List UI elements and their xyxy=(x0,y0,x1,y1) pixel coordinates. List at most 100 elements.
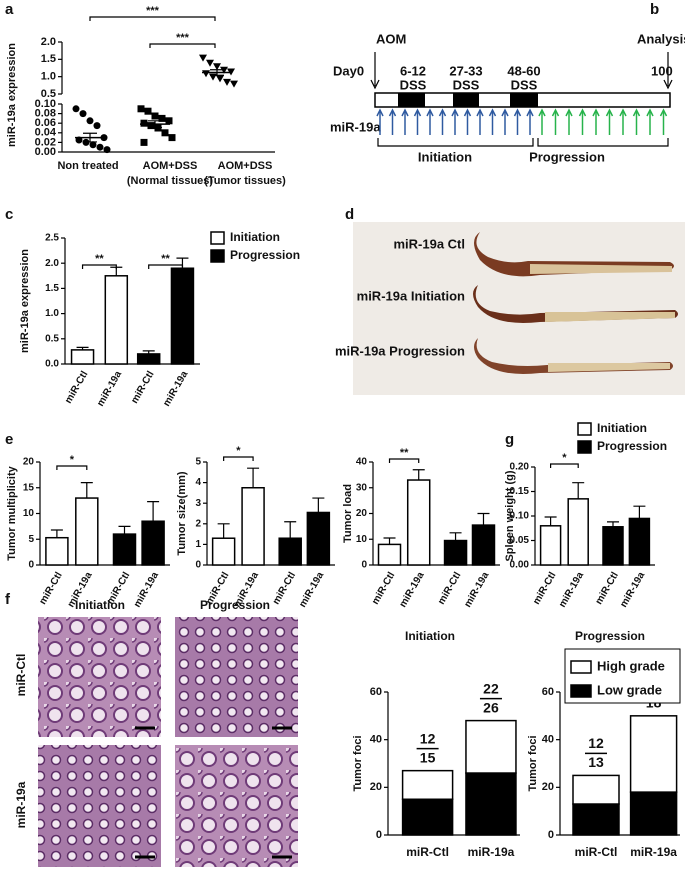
arrow-head xyxy=(513,108,522,117)
x-tick-label: miR-Ctl xyxy=(129,369,156,405)
row-label: miR-19a xyxy=(14,781,28,828)
y-axis-label: Tumor foci xyxy=(352,735,364,791)
x-tick-label: AOM+DSS xyxy=(218,160,273,172)
bar xyxy=(278,537,302,566)
data-point xyxy=(147,122,155,130)
day0-label: Day0 xyxy=(333,63,364,78)
arrow-head xyxy=(488,108,497,117)
significance-label: *** xyxy=(176,32,190,44)
bar xyxy=(567,498,589,566)
mirna-label: miR-19a xyxy=(330,119,381,134)
chart-title: Initiation xyxy=(405,629,455,643)
error-bar xyxy=(572,482,585,499)
legend-swatch xyxy=(570,660,592,674)
bar xyxy=(136,353,161,365)
data-point xyxy=(72,105,80,113)
y-tick-label: 60 xyxy=(370,686,382,698)
bar xyxy=(112,533,137,566)
panel-letter: b xyxy=(650,1,659,18)
dss-label: DSS xyxy=(511,77,538,92)
y-tick-label: 3 xyxy=(195,498,201,509)
panel-letter: f xyxy=(5,591,11,608)
arrow-head xyxy=(463,108,472,117)
bar xyxy=(75,497,99,566)
bracket xyxy=(537,138,669,147)
sem-bar xyxy=(83,132,97,143)
significance-label: * xyxy=(70,454,75,466)
arrow-head xyxy=(501,108,509,117)
arrow-head xyxy=(592,108,600,117)
x-tick-label: miR-19a xyxy=(557,570,586,610)
arrow-head xyxy=(659,108,668,117)
x-tick-label: miR-19a xyxy=(630,845,677,859)
arrow-head xyxy=(401,108,409,117)
error-bar xyxy=(284,521,297,539)
progression-label: Progression xyxy=(529,149,605,164)
y-tick-label: 2.0 xyxy=(45,258,59,269)
column-label: Initiation xyxy=(75,598,125,612)
data-point xyxy=(216,75,224,83)
panel-letter: a xyxy=(5,1,14,18)
x-tick-sublabel: (Tumor tissues) xyxy=(204,175,286,187)
colon xyxy=(548,363,670,372)
panel-letter: d xyxy=(345,206,354,223)
y-tick-label: 20 xyxy=(370,781,382,793)
x-tick-label: miR-19a xyxy=(161,369,190,409)
histology-image xyxy=(38,745,161,867)
x-tick-label: miR-Ctl xyxy=(370,570,397,606)
y-tick-label: 0.5 xyxy=(45,333,59,344)
bar-segment xyxy=(629,715,678,793)
panel-letter: g xyxy=(505,431,514,448)
error-bar xyxy=(477,512,490,526)
arrow-head xyxy=(370,79,380,90)
significance-bar xyxy=(148,264,184,269)
arrow-head xyxy=(426,108,434,117)
bar-segment xyxy=(572,803,620,836)
colon xyxy=(545,312,675,322)
arrow-head xyxy=(376,108,384,117)
x-tick-label: miR-Ctl xyxy=(575,845,618,859)
data-point xyxy=(86,117,94,125)
data-label: 12 xyxy=(588,735,604,751)
y-tick-label: 1.0 xyxy=(41,71,56,83)
y-axis-label: Tumor load xyxy=(342,484,354,543)
colon xyxy=(530,264,672,274)
arrow-head xyxy=(413,108,422,117)
error-bar xyxy=(147,501,160,522)
y-tick-label: 0 xyxy=(195,560,201,571)
dss-label: DSS xyxy=(453,77,480,92)
y-tick-label: 0.0 xyxy=(45,359,59,370)
arrow-head xyxy=(438,108,447,117)
arrow-head xyxy=(451,108,459,117)
legend-swatch xyxy=(210,231,225,245)
dss-block xyxy=(453,93,479,107)
y-tick-label: 0.00 xyxy=(510,560,530,571)
bar-segment xyxy=(401,769,454,801)
x-tick-label: miR-19a xyxy=(297,570,326,610)
y-tick-label: 10 xyxy=(23,508,35,519)
data-label: 26 xyxy=(483,699,499,715)
x-tick-label: miR-19a xyxy=(618,570,647,610)
data-point xyxy=(158,114,166,122)
significance-bar xyxy=(89,16,216,21)
significance-bar xyxy=(149,43,216,48)
x-tick-label: miR-19a xyxy=(398,570,427,610)
data-point xyxy=(89,141,97,149)
y-tick-label: 20 xyxy=(23,457,35,468)
x-tick-label: miR-19a xyxy=(468,845,515,859)
arrow-head xyxy=(476,108,484,117)
data-label: 15 xyxy=(420,749,436,765)
y-tick-label: 0 xyxy=(548,829,554,841)
y-tick-label: 5 xyxy=(195,457,201,468)
y-tick-label: 0.05 xyxy=(510,535,530,546)
y-tick-label: 1.5 xyxy=(41,53,56,65)
y-tick-label: 40 xyxy=(356,457,368,468)
y-axis-label: Tumor size(mm) xyxy=(176,471,188,555)
x-tick-label: miR-19a xyxy=(132,570,161,610)
bar xyxy=(628,517,651,566)
y-tick-label: 1.5 xyxy=(45,283,59,294)
y-tick-label: 40 xyxy=(370,734,382,746)
bar-segment xyxy=(572,774,620,805)
arrow-head xyxy=(388,108,397,117)
